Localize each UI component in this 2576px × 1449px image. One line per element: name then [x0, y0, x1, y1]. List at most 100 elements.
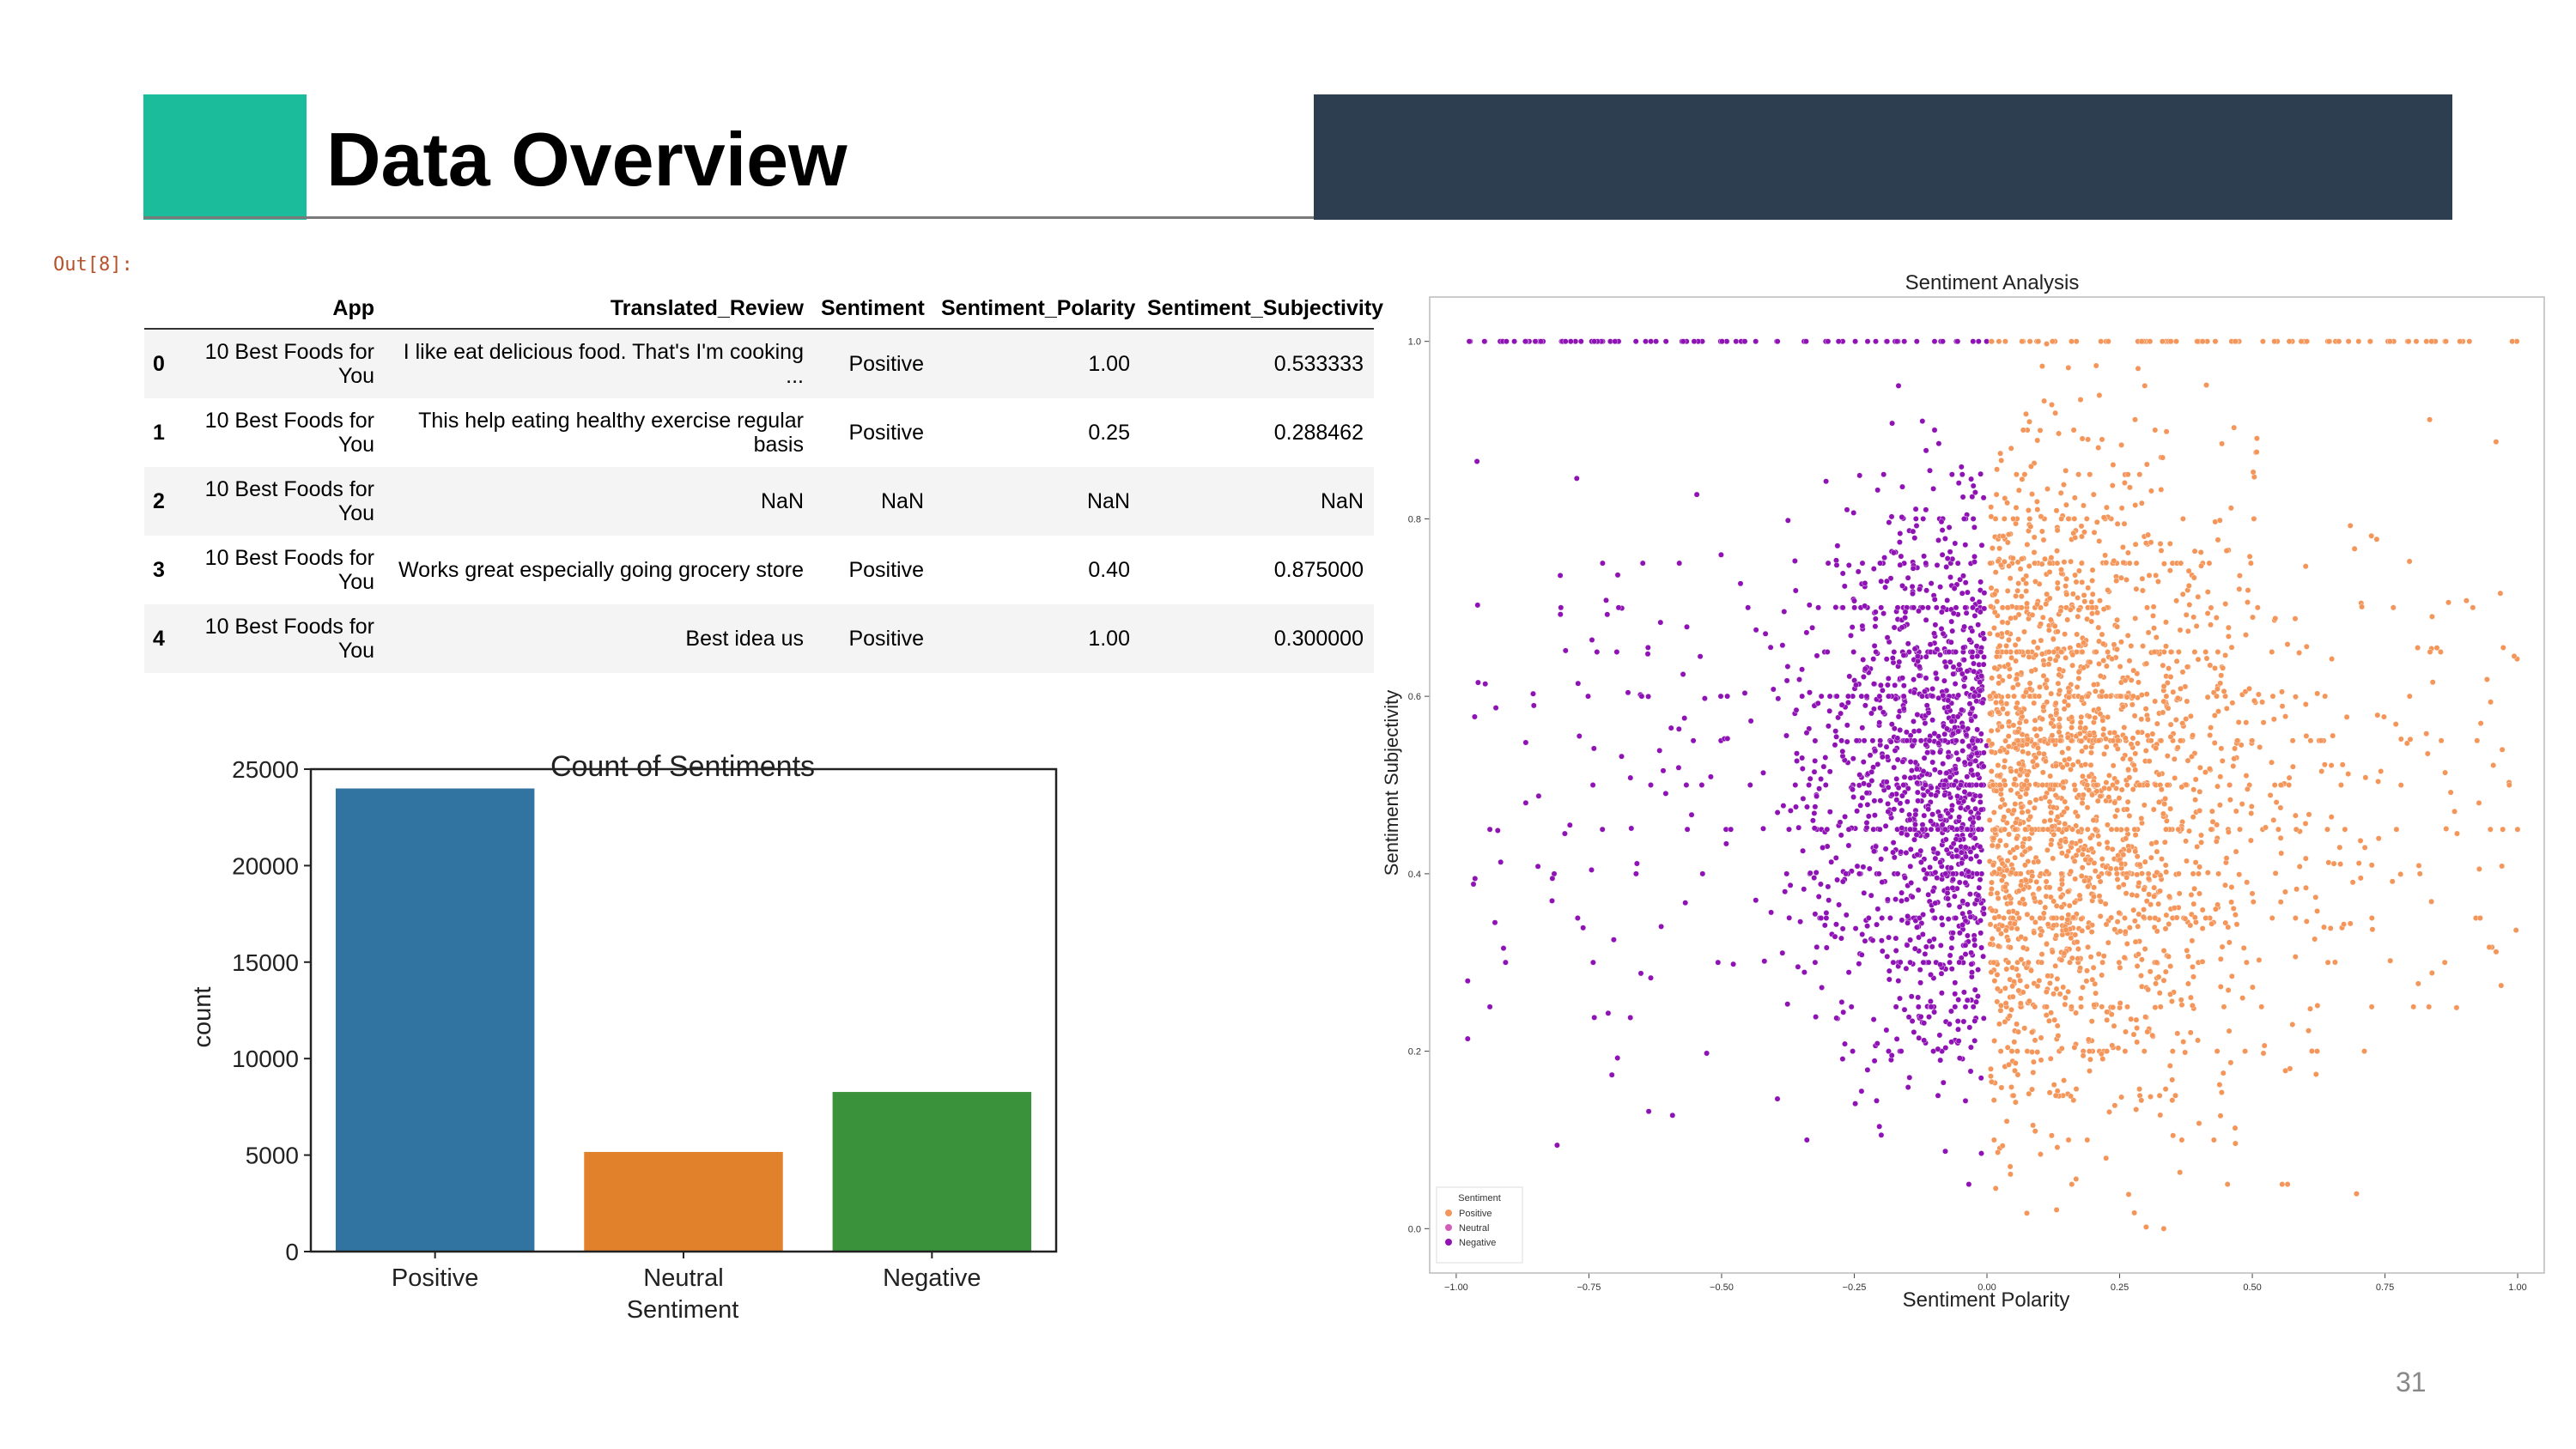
scatter-point — [1648, 782, 1654, 788]
scatter-point — [1975, 621, 1982, 628]
scatter-point — [1967, 711, 1973, 717]
scatter-point — [2318, 737, 2324, 744]
scatter-point — [1886, 519, 1893, 525]
scatter-point — [2079, 800, 2086, 806]
scatter-point — [2123, 874, 2130, 881]
scatter-point — [2088, 846, 2095, 852]
scatter-point — [2306, 811, 2312, 818]
scatter-point — [2042, 555, 2048, 562]
scatter-point — [1648, 338, 1654, 345]
scatter-point — [2012, 854, 2018, 861]
scatter-point — [2005, 959, 2012, 966]
scatter-point — [1997, 450, 2003, 457]
scatter-point — [2134, 853, 2141, 860]
scatter-point — [2486, 944, 2493, 950]
scatter-point — [2017, 870, 2024, 877]
scatter-point — [2359, 603, 2366, 610]
scatter-point — [1945, 895, 1951, 902]
scatter-point — [2044, 941, 2050, 948]
scatter-point — [2011, 1039, 2018, 1046]
scatter-point — [2063, 926, 2069, 933]
scatter-point — [2003, 966, 2010, 973]
scatter-point — [2427, 416, 2433, 423]
scatter-point — [2074, 683, 2081, 690]
scatter-point — [2270, 817, 2277, 823]
scatter-point — [2047, 980, 2053, 986]
scatter-point — [2088, 618, 2095, 625]
scatter-point — [2155, 579, 2161, 585]
scatter-point — [2306, 1028, 2312, 1034]
scatter-point — [1902, 609, 1909, 615]
scatter-point — [1872, 812, 1878, 819]
scatter-point — [2020, 576, 2026, 583]
scatter-point — [2326, 338, 2332, 345]
scatter-point — [2170, 688, 2177, 695]
scatter-point — [1947, 549, 1953, 555]
scatter-point — [2018, 934, 2025, 940]
scatter-point — [1968, 767, 1975, 773]
scatter-point — [1947, 658, 1953, 665]
scatter-point — [1922, 688, 1928, 694]
scatter-point — [1942, 1045, 1949, 1051]
scatter-point — [2179, 591, 2186, 597]
scatter-point — [2052, 700, 2059, 706]
scatter-point — [1837, 819, 1844, 826]
scatter-point — [1585, 693, 1591, 700]
scatter-point — [2149, 731, 2156, 737]
scatter-point — [1917, 737, 1924, 744]
scatter-point — [1907, 774, 1914, 781]
scatter-point — [2004, 858, 2011, 864]
scatter-point — [1937, 1057, 1944, 1064]
scatter-point — [2339, 761, 2346, 768]
scatter-point — [2088, 1018, 2095, 1025]
scatter-point — [2197, 549, 2204, 555]
scatter-point — [2098, 898, 2104, 905]
scatter-point — [2065, 702, 2071, 708]
scatter-point — [2105, 939, 2111, 946]
scatter-point — [2014, 682, 2021, 688]
scatter-point — [2058, 870, 2065, 877]
scatter-point — [2163, 869, 2170, 876]
scatter-point — [1632, 338, 1639, 345]
scatter-point — [1637, 970, 1644, 977]
scatter-point — [1912, 811, 1919, 818]
scatter-point — [1865, 915, 1872, 921]
scatter-point — [2160, 454, 2166, 461]
scatter-point — [2129, 786, 2136, 792]
scatter-point — [1883, 1027, 1890, 1034]
scatter-point — [1955, 997, 1962, 1003]
header-divider — [143, 216, 1315, 219]
scatter-point — [2118, 639, 2124, 646]
scatter-y-tick-label: 0.2 — [1408, 1047, 1421, 1058]
scatter-point — [1833, 921, 1839, 928]
scatter-point — [2037, 427, 2044, 433]
scatter-point — [2302, 855, 2309, 862]
scatter-point — [2014, 1071, 2021, 1078]
scatter-point — [2312, 1071, 2319, 1077]
scatter-point — [1969, 969, 1975, 976]
scatter-point — [1472, 713, 1478, 720]
scatter-point — [1953, 847, 1959, 853]
scatter-point — [2154, 870, 2160, 876]
scatter-point — [2397, 782, 2404, 788]
scatter-point — [2263, 824, 2269, 831]
scatter-point — [2250, 469, 2257, 476]
scatter-point — [2163, 619, 2169, 626]
scatter-point — [1976, 858, 1983, 865]
scatter-point — [2213, 906, 2219, 912]
scatter-point — [1783, 870, 1790, 877]
scatter-point — [1800, 847, 1806, 854]
scatter-point — [2059, 764, 2066, 771]
scatter-point — [2151, 893, 2157, 900]
scatter-point — [2130, 667, 2137, 674]
scatter-point — [2046, 884, 2053, 891]
scatter-point — [2427, 649, 2433, 655]
scatter-point — [2260, 1050, 2267, 1057]
scatter-point — [1960, 573, 1966, 579]
scatter-point — [1909, 767, 1915, 773]
scatter-point — [1936, 1032, 1943, 1039]
scatter-point — [2105, 338, 2111, 345]
scatter-point — [2123, 1028, 2129, 1035]
scatter-point — [2129, 892, 2136, 898]
scatter-point — [1690, 737, 1697, 744]
